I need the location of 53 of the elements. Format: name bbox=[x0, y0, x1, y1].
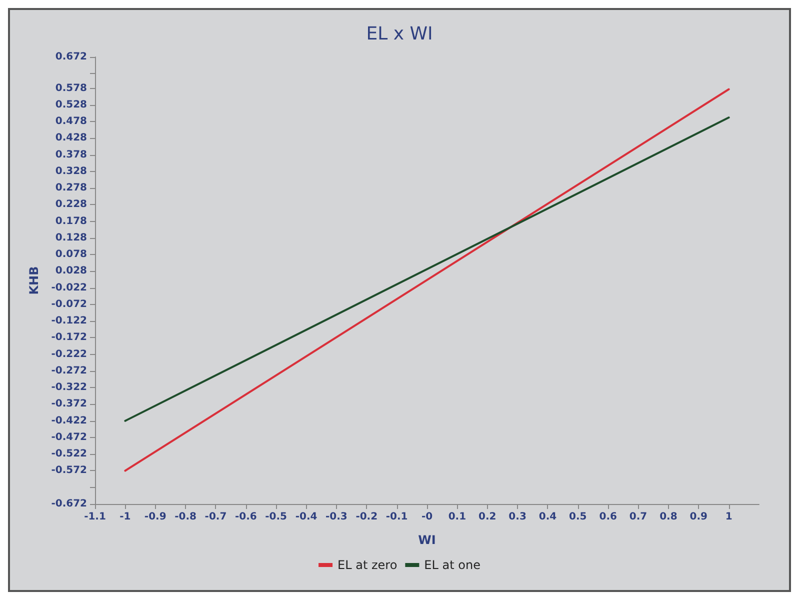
x-tick-label: 0.7 bbox=[629, 512, 648, 522]
x-tick-label: 0.8 bbox=[660, 512, 678, 522]
x-tick-label: -0.9 bbox=[144, 512, 166, 522]
y-tick-label: 0.378 bbox=[55, 149, 88, 160]
x-tick-label: -0.7 bbox=[204, 512, 227, 522]
x-tick-label: -0.5 bbox=[265, 512, 288, 522]
y-tick-label: -0.322 bbox=[51, 382, 88, 394]
y-tick-label: 0.528 bbox=[55, 99, 88, 110]
y-tick-label: 0.278 bbox=[55, 182, 88, 194]
legend-label: EL at one bbox=[424, 558, 480, 572]
x-tick-label: -1 bbox=[120, 512, 131, 522]
y-tick-label: -0.272 bbox=[51, 365, 88, 376]
x-axis-title: WI bbox=[418, 533, 436, 547]
y-tick-label: -0.472 bbox=[51, 432, 88, 443]
y-tick-label: -0.522 bbox=[51, 448, 88, 460]
x-tick-label: 0.6 bbox=[599, 512, 617, 522]
y-tick-label: -0.572 bbox=[51, 465, 88, 476]
y-tick-label: -0.122 bbox=[51, 316, 88, 327]
x-tick-label: -0 bbox=[421, 512, 433, 522]
y-tick-label: 0.478 bbox=[55, 116, 88, 128]
y-tick-label: -0.072 bbox=[51, 298, 88, 310]
y-tick-label: -0.672 bbox=[51, 498, 88, 510]
x-tick-label: 0.2 bbox=[478, 512, 496, 522]
y-tick-label: 0.128 bbox=[55, 232, 88, 244]
y-tick-label: -0.172 bbox=[51, 332, 88, 344]
x-tick-label: 0.4 bbox=[538, 512, 557, 522]
y-tick-label: -0.372 bbox=[51, 398, 88, 410]
y-tick-label: 0.028 bbox=[55, 266, 88, 277]
x-tick-label: -0.3 bbox=[326, 512, 348, 522]
y-tick-label: 0.578 bbox=[55, 82, 88, 94]
x-tick-label: 0.9 bbox=[690, 512, 708, 522]
y-tick-label: -0.022 bbox=[51, 282, 88, 294]
y-tick-label: 0.078 bbox=[55, 249, 88, 260]
x-tick-label: 0.3 bbox=[508, 512, 526, 522]
legend-label: EL at zero bbox=[338, 558, 398, 572]
x-tick-label: -0.4 bbox=[295, 512, 318, 522]
x-tick-label: -0.6 bbox=[234, 512, 257, 522]
chart-title: EL x WI bbox=[366, 24, 433, 44]
x-tick-label: 0.1 bbox=[448, 512, 466, 522]
x-tick-label: -0.8 bbox=[174, 512, 197, 522]
y-tick-label: 0.228 bbox=[55, 199, 88, 210]
y-tick-label: 0.672 bbox=[55, 52, 88, 62]
x-tick-label: -0.2 bbox=[356, 512, 378, 522]
x-tick-label: -1.1 bbox=[84, 512, 106, 522]
x-tick-label: 0.5 bbox=[569, 512, 587, 522]
y-tick-label: 0.178 bbox=[55, 216, 88, 227]
y-axis-title: KHB bbox=[27, 266, 41, 295]
y-tick-label: -0.422 bbox=[51, 415, 88, 426]
y-tick-label: -0.222 bbox=[51, 348, 88, 360]
y-tick-label: 0.428 bbox=[55, 132, 88, 144]
x-tick-label: 1 bbox=[725, 512, 732, 522]
y-tick-label: 0.328 bbox=[55, 166, 88, 177]
x-tick-label: -0.1 bbox=[386, 512, 408, 522]
